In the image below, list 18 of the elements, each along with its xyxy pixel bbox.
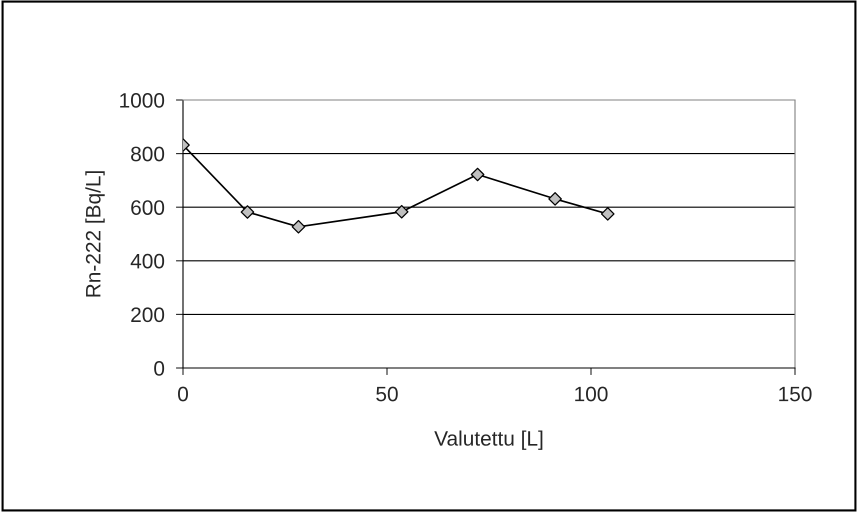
y-tick-label: 0 xyxy=(154,361,164,376)
y-tick-label: 200 xyxy=(131,307,164,322)
point xyxy=(548,192,562,206)
y-tick-label: 600 xyxy=(131,200,164,215)
x-tick-label: 50 xyxy=(376,386,398,402)
point xyxy=(600,207,615,221)
y-axis-title: Rn-222 [Bq/L] xyxy=(85,171,105,297)
x-tick-label: 150 xyxy=(779,386,812,402)
x-axis-title: Valutettu [L] xyxy=(434,430,542,450)
point xyxy=(240,205,254,219)
point xyxy=(394,204,409,219)
y-tick-label: 400 xyxy=(130,254,164,269)
y-tick-label: 800 xyxy=(131,146,164,162)
x-tick-label: 100 xyxy=(575,386,608,402)
point xyxy=(470,168,484,182)
point xyxy=(292,220,306,234)
y-tick-label: 1000 xyxy=(120,93,164,108)
x-tick-label: 0 xyxy=(178,386,188,402)
